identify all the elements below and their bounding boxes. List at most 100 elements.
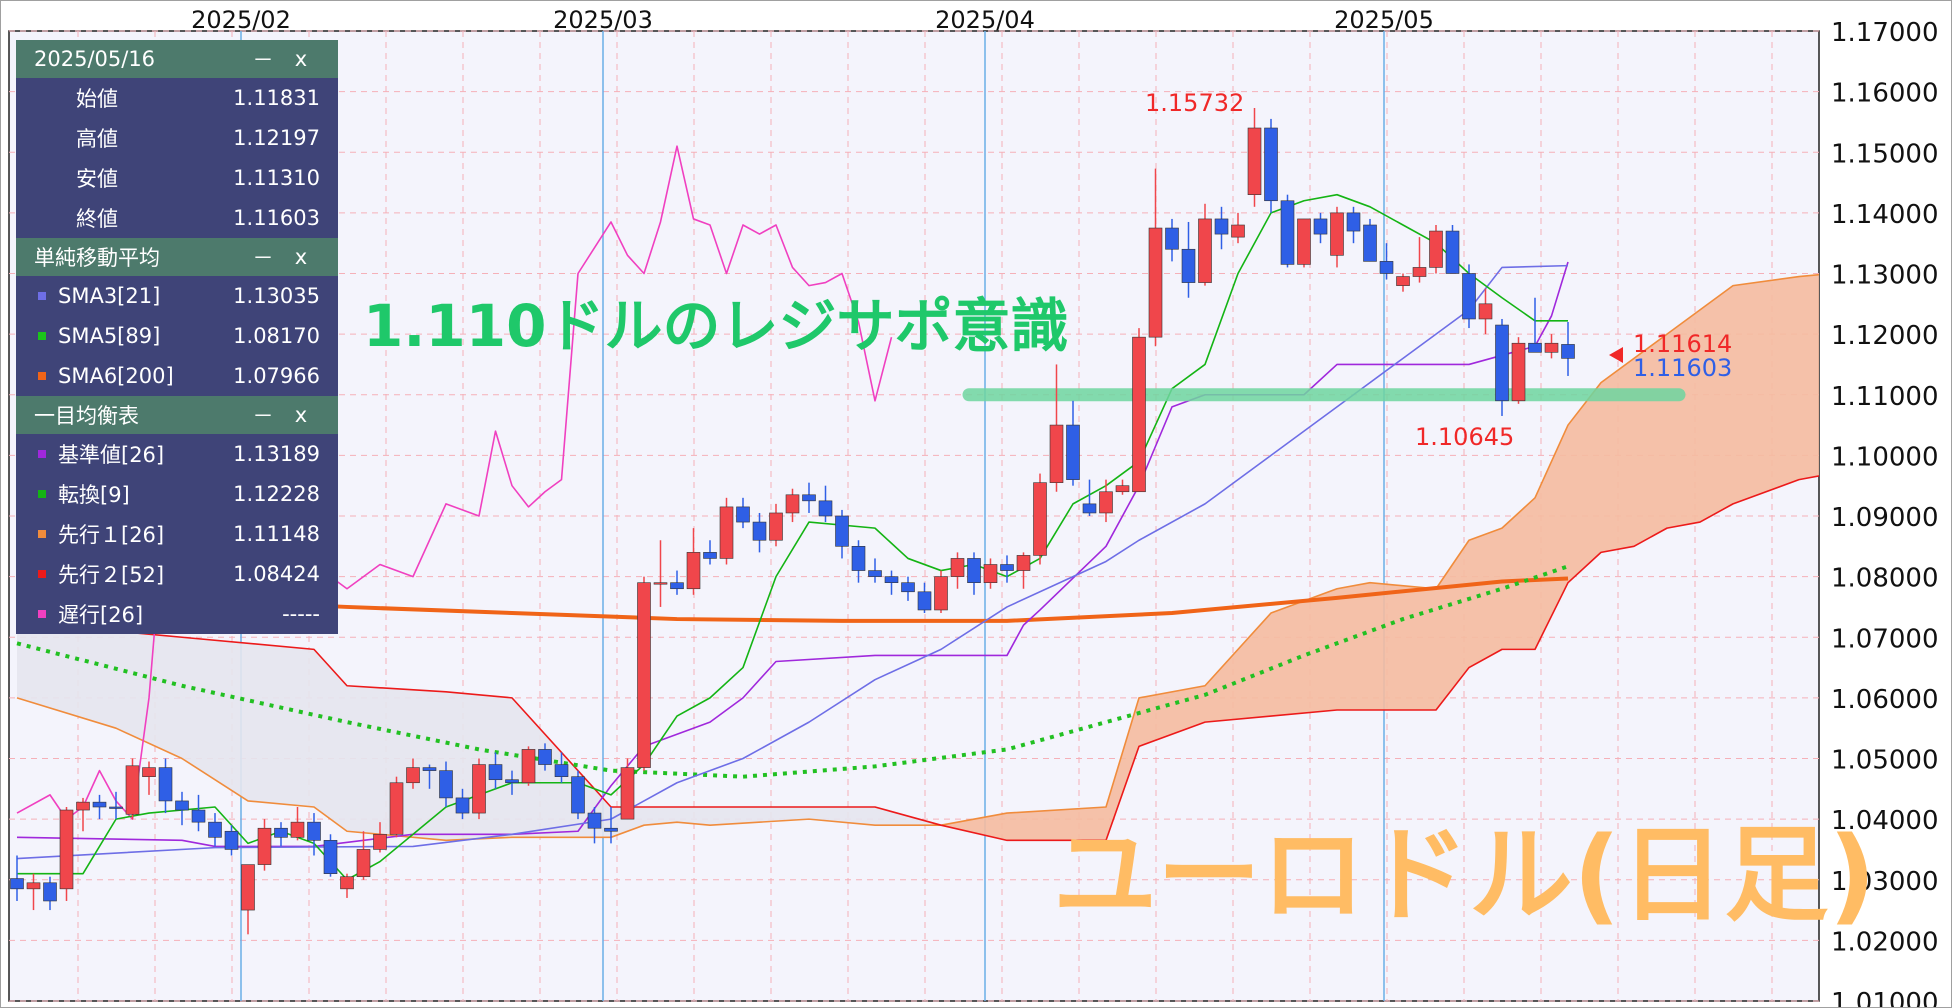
candle-body (802, 494, 816, 502)
row-value: 1.12197 (233, 126, 320, 150)
candle-body (76, 801, 90, 811)
candle-body (175, 800, 189, 811)
candle-body (1511, 342, 1526, 402)
candle-body (455, 797, 470, 814)
sma-row: SMA6[200] 1.07966 (16, 356, 338, 396)
candle-body (1231, 224, 1245, 238)
legend-swatch (38, 450, 46, 458)
candle-body (224, 830, 239, 850)
candle-body (1198, 218, 1212, 283)
y-tick-label: 1.13000 (1831, 261, 1939, 291)
sma-row: SMA5[89] 1.08170 (16, 316, 338, 356)
last-price-marker (1609, 347, 1623, 363)
minimize-button[interactable]: － (252, 246, 274, 270)
low-price-label: 1.10645 (1415, 423, 1514, 451)
ohlc-row-high: 高値 1.12197 (16, 118, 338, 158)
y-tick-label: 1.17000 (1831, 18, 1939, 48)
candle-body (769, 512, 783, 541)
ichimoku-row: 先行１[26] 1.11148 (16, 514, 338, 554)
row-value: 1.12228 (233, 482, 320, 506)
close-button[interactable]: x (294, 403, 308, 427)
close-button[interactable]: x (294, 245, 308, 269)
candle-body (1214, 218, 1229, 235)
ohlc-panel: 2025/05/16 － x 始値 1.11831 高値 1.12197 安値 1.1… (16, 40, 338, 238)
candle-body (389, 782, 404, 835)
ohlc-row-open: 始値 1.11831 (16, 78, 338, 118)
candle-body (901, 582, 915, 593)
candle-body (1247, 127, 1262, 195)
y-tick-label: 1.15000 (1831, 139, 1939, 169)
row-label: 高値 (76, 127, 118, 151)
candle-body (653, 582, 668, 585)
row-label: SMA6[200] (58, 364, 174, 388)
candle-body (1313, 218, 1328, 235)
candle-body (439, 770, 453, 799)
candle-body (257, 827, 272, 865)
chart-title: ユーロドル(日足) (1053, 814, 1876, 936)
candle-body (323, 840, 338, 874)
candle-body (1462, 273, 1476, 320)
y-tick-label: 1.16000 (1831, 79, 1939, 109)
candle-body (1016, 555, 1031, 571)
sma21-line (16, 264, 1569, 860)
candle-body (703, 552, 717, 559)
ichimoku-row: 基準値[26] 1.13189 (16, 434, 338, 474)
candle-body (1049, 424, 1064, 483)
y-tick-label: 1.10000 (1831, 442, 1939, 472)
minimize-button[interactable]: － (252, 404, 274, 428)
x-month-label: 2025/02 (191, 6, 291, 34)
candle-body (785, 494, 800, 514)
candle-body (307, 821, 321, 841)
candle-body (59, 809, 74, 890)
sma-panel-title: 単純移動平均 (34, 246, 160, 270)
minimize-button[interactable]: － (252, 48, 274, 72)
candle-body (1297, 218, 1311, 265)
row-value: 1.11831 (233, 86, 320, 110)
sma89-dotted-line (16, 564, 1569, 779)
ohlc-panel-header: 2025/05/16 － x (16, 40, 338, 78)
y-tick-label: 1.02000 (1831, 927, 1939, 957)
y-tick-label: 1.05000 (1831, 746, 1939, 776)
row-label: SMA3[21] (58, 284, 161, 308)
row-value: 1.08424 (233, 562, 320, 586)
y-tick-label: 1.11000 (1831, 382, 1939, 412)
last-high-label: 1.11614 (1633, 330, 1732, 358)
candle-body (1066, 424, 1080, 480)
candle-body (505, 779, 519, 784)
candle-body (686, 552, 701, 590)
row-label: 始値 (76, 87, 118, 111)
candle-body (752, 521, 767, 541)
candle-body (1148, 227, 1163, 338)
candle-body (92, 801, 107, 808)
support-annotation: 1.110ドルのレジサポ意識 (363, 292, 1068, 360)
candle-body (290, 821, 305, 838)
ohlc-row-low: 安値 1.11310 (16, 158, 338, 198)
y-tick-label: 1.12000 (1831, 321, 1939, 351)
row-label: SMA5[89] (58, 324, 161, 348)
candle-body (1330, 212, 1344, 256)
legend-swatch (38, 292, 46, 300)
candle-body (340, 876, 354, 890)
row-value: ----- (282, 602, 320, 626)
y-tick-label: 1.06000 (1831, 685, 1939, 715)
row-value: 1.11310 (233, 166, 320, 190)
candle-body (1280, 200, 1295, 265)
high-price-label: 1.15732 (1145, 89, 1244, 117)
plot-layer (10, 107, 1819, 935)
candle-body (125, 765, 140, 815)
candle-body (373, 833, 387, 850)
ichimoku-row: 先行２[52] 1.08424 (16, 554, 338, 594)
close-button[interactable]: x (294, 47, 308, 71)
candle-body (1132, 336, 1146, 493)
candle-body (1346, 212, 1361, 232)
last-close-label: 1.11603 (1633, 354, 1732, 382)
ichimoku-panel-title: 一目均衡表 (34, 404, 139, 428)
candle-body (356, 849, 371, 878)
candle-body (983, 564, 998, 583)
row-value: 1.08170 (233, 324, 320, 348)
candle-body (967, 558, 981, 583)
legend-swatch (38, 570, 46, 578)
candle-body (26, 882, 41, 890)
sma-panel-header: 単純移動平均 － x (16, 238, 338, 276)
candle-body (1099, 491, 1113, 514)
